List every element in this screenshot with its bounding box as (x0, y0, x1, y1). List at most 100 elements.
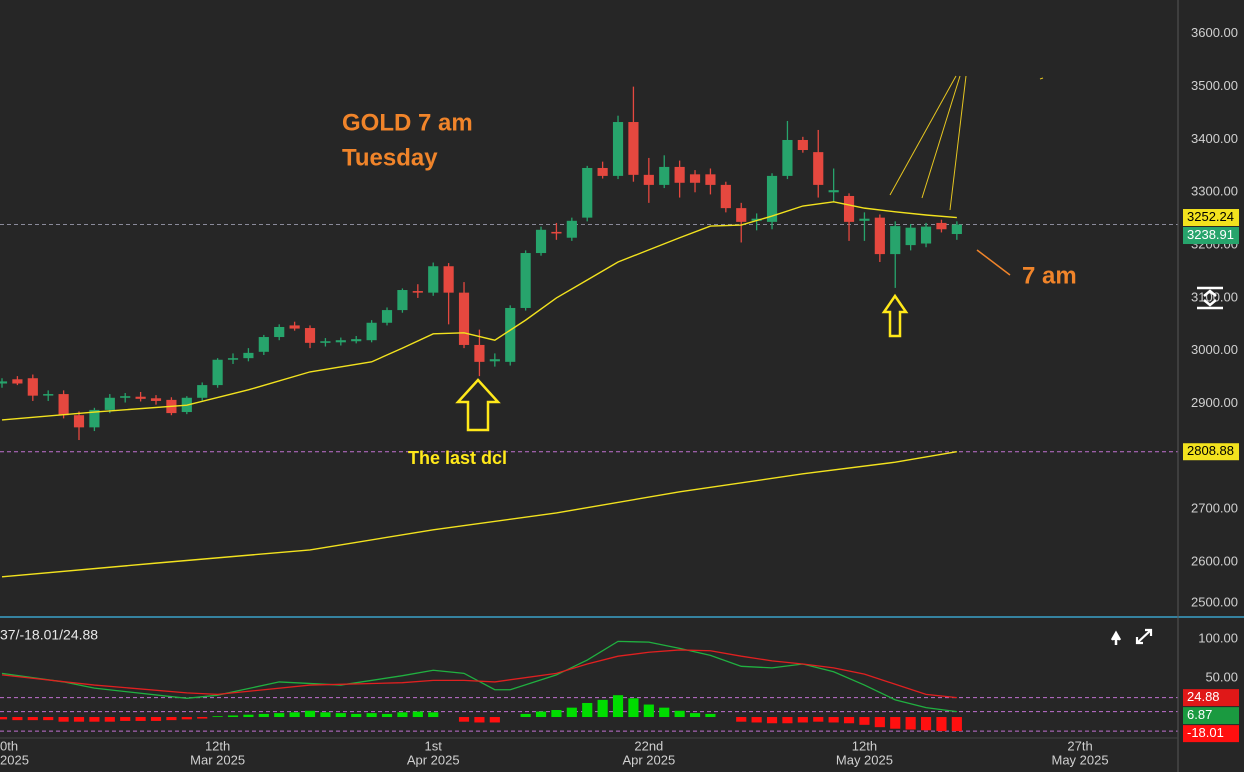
candle-body (412, 291, 423, 293)
candle-body (335, 340, 346, 343)
histogram-bar (489, 717, 500, 723)
candle-body (951, 224, 962, 235)
candle-body (443, 266, 454, 293)
price-label-bg (1183, 725, 1239, 743)
arrow (455, 378, 501, 432)
histogram-bar (335, 713, 346, 718)
candle-body (505, 307, 516, 362)
price-label-bg (1183, 707, 1239, 725)
price-label-bg (1183, 689, 1239, 707)
icon-arrows (1203, 289, 1217, 307)
fan-lines (889, 75, 1044, 211)
candle-body (304, 328, 316, 343)
histogram-bar (289, 712, 300, 718)
candle-body (120, 396, 131, 398)
candle-body (551, 231, 562, 234)
histogram-bar (212, 716, 223, 718)
candle-body (366, 322, 377, 341)
candle-body (766, 175, 778, 222)
histogram-bar (643, 704, 654, 718)
histogram-bar (936, 717, 947, 732)
histogram-bar (458, 717, 470, 722)
candle-body (689, 174, 701, 183)
y-tick-label: 100.00 (1198, 630, 1238, 645)
candle-body (874, 217, 885, 255)
y-tick-label: 3300.00 (1191, 184, 1238, 199)
candle-body (0, 381, 8, 384)
candle-body (828, 190, 839, 193)
candle-body (566, 220, 577, 238)
histogram-bar (705, 713, 716, 718)
candle-body (12, 379, 23, 384)
histogram-bar (659, 707, 670, 718)
candle-body (381, 310, 393, 323)
candle-body (597, 167, 608, 176)
histogram-bar (412, 711, 423, 718)
price-label-bg (1183, 209, 1239, 227)
histogram-bar (135, 717, 146, 721)
annotation-pointer (976, 249, 1011, 276)
fan-line (921, 75, 961, 199)
histogram-bar (828, 717, 839, 723)
price-label: 3238.91 (1187, 227, 1234, 242)
move-up-icon[interactable] (1110, 630, 1122, 645)
x-tick-label: 0th (0, 738, 18, 753)
candle-body (674, 166, 685, 183)
histogram-bar (890, 717, 901, 729)
histogram-bar (104, 717, 115, 722)
histogram-bar (674, 710, 685, 718)
candle-body (243, 352, 254, 359)
x-tick-label: 27th (1067, 738, 1092, 753)
histogram-bar (366, 713, 377, 718)
histogram-bar (227, 715, 239, 718)
line-series (1, 201, 957, 421)
candle-body (628, 122, 639, 175)
histogram-bar (243, 714, 254, 718)
candle-body (150, 398, 162, 401)
candle-body (274, 326, 285, 338)
candle-body (813, 152, 824, 185)
histogram-bar (58, 717, 69, 722)
candle-body (104, 397, 115, 410)
histogram-bar (535, 711, 547, 718)
candle-body (258, 337, 269, 352)
price-label: 3252.24 (1187, 209, 1234, 224)
candle-body (890, 226, 901, 255)
price-label: -18.01 (1187, 725, 1224, 740)
fan-line (889, 75, 957, 196)
histogram-bar (612, 695, 624, 718)
arrow (881, 293, 909, 338)
candle-body (843, 195, 855, 222)
histogram-bar (12, 717, 23, 721)
candle-body (705, 174, 716, 185)
histogram-bar (89, 717, 100, 722)
y-tick-label: 3100.00 (1191, 289, 1238, 304)
candle-body (73, 415, 85, 428)
x-tick-sublabel: 2025 (0, 752, 29, 767)
histogram-bar (258, 713, 269, 718)
histogram-bar (166, 717, 177, 721)
scale-icon[interactable] (1197, 286, 1223, 310)
fan-line (949, 75, 967, 211)
candle-body (612, 122, 624, 176)
histogram-bar (920, 717, 932, 731)
candle-body (520, 253, 531, 308)
candle-body (474, 344, 485, 362)
candle-body (859, 218, 870, 221)
histogram-bar (628, 698, 639, 718)
histogram-bar (474, 717, 485, 723)
histogram-bar (428, 712, 439, 718)
candle-body (227, 358, 239, 360)
histogram-bar (351, 713, 362, 718)
annotation: The last dcl (408, 448, 507, 468)
histogram-bar (782, 717, 793, 724)
maximize-icon[interactable] (1135, 628, 1153, 645)
histogram-bar (304, 710, 316, 718)
histogram-bar (689, 713, 701, 718)
price-label: 6.87 (1187, 707, 1212, 722)
histogram-bar (120, 717, 131, 721)
price-label: 2808.88 (1187, 443, 1234, 458)
candle-body (782, 139, 793, 176)
histogram-bar (520, 713, 531, 718)
candle-body (797, 139, 808, 151)
